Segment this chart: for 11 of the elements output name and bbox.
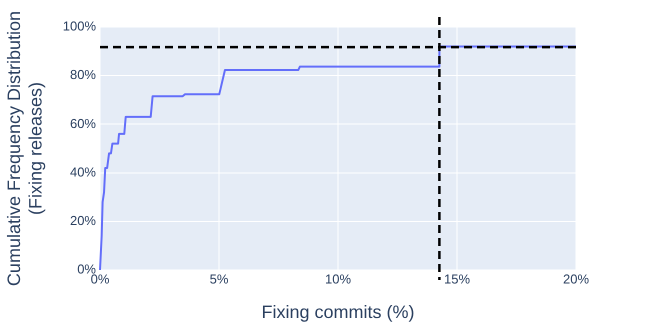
y-tick-label: 40% [70, 164, 96, 180]
y-tick-label: 80% [70, 67, 96, 82]
x-tick-label: 5% [210, 271, 229, 286]
y-tick-label: 60% [70, 116, 96, 131]
y-axis-title: Cumulative Frequency Distribution (Fixing releases) [4, 10, 46, 286]
x-axis-title: Fixing commits (%) [261, 302, 415, 322]
y-tick-label: 20% [70, 212, 96, 228]
x-tick-label: 10% [324, 271, 352, 286]
x-tick-label: 20% [562, 271, 590, 286]
y-tick-label: 100% [62, 18, 96, 34]
x-tick-label: 15% [444, 271, 470, 286]
